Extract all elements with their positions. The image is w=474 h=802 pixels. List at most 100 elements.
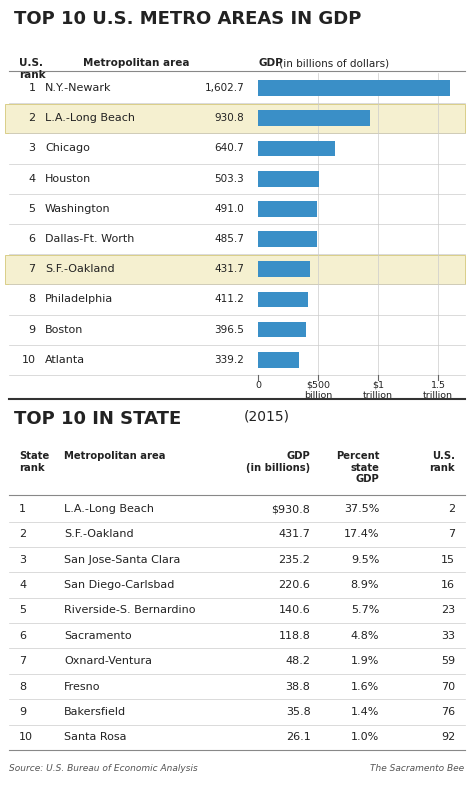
Text: 431.7: 431.7 xyxy=(279,529,310,540)
Text: 35.8: 35.8 xyxy=(286,707,310,717)
Text: TOP 10 IN STATE: TOP 10 IN STATE xyxy=(14,410,182,427)
Text: 70: 70 xyxy=(441,682,455,691)
Text: U.S.
rank: U.S. rank xyxy=(19,59,46,79)
Text: $1
trillion: $1 trillion xyxy=(363,381,393,400)
Text: 17.4%: 17.4% xyxy=(344,529,379,540)
Bar xyxy=(258,140,335,156)
Text: N.Y.-Newark: N.Y.-Newark xyxy=(45,83,111,93)
Text: Sacramento: Sacramento xyxy=(64,631,132,641)
Text: Source: U.S. Bureau of Economic Analysis: Source: U.S. Bureau of Economic Analysis xyxy=(9,764,198,773)
Text: 339.2: 339.2 xyxy=(214,354,244,365)
Text: 2: 2 xyxy=(28,113,36,124)
Text: 930.8: 930.8 xyxy=(214,113,244,124)
Text: Houston: Houston xyxy=(45,174,91,184)
Text: 59: 59 xyxy=(441,656,455,666)
Text: GDP: GDP xyxy=(258,59,283,68)
Text: 5: 5 xyxy=(28,204,36,214)
Bar xyxy=(258,322,306,338)
Text: The Sacramento Bee: The Sacramento Bee xyxy=(370,764,465,773)
Text: 7: 7 xyxy=(19,656,26,666)
Bar xyxy=(258,80,450,96)
Text: Washington: Washington xyxy=(45,204,110,214)
Text: 503.3: 503.3 xyxy=(214,174,244,184)
Text: 1: 1 xyxy=(19,504,26,514)
Text: 10: 10 xyxy=(19,732,33,742)
Text: Boston: Boston xyxy=(45,325,83,334)
Text: 48.2: 48.2 xyxy=(285,656,310,666)
Text: 235.2: 235.2 xyxy=(279,555,310,565)
Text: 16: 16 xyxy=(441,580,455,590)
Text: 7: 7 xyxy=(28,264,36,274)
Text: (2015): (2015) xyxy=(244,410,290,423)
Text: Santa Rosa: Santa Rosa xyxy=(64,732,127,742)
Text: 9.5%: 9.5% xyxy=(351,555,379,565)
Text: 15: 15 xyxy=(441,555,455,565)
Text: 118.8: 118.8 xyxy=(279,631,310,641)
Bar xyxy=(258,292,308,307)
Text: 8: 8 xyxy=(28,294,36,305)
Text: 1.0%: 1.0% xyxy=(351,732,379,742)
Text: TOP 10 U.S. METRO AREAS IN GDP: TOP 10 U.S. METRO AREAS IN GDP xyxy=(14,10,362,28)
Text: $500
billion: $500 billion xyxy=(304,381,332,400)
Text: State
rank: State rank xyxy=(19,451,49,472)
Bar xyxy=(258,201,317,217)
Text: 396.5: 396.5 xyxy=(214,325,244,334)
Text: 431.7: 431.7 xyxy=(214,264,244,274)
Text: 4.8%: 4.8% xyxy=(351,631,379,641)
Text: S.F.-Oakland: S.F.-Oakland xyxy=(64,529,134,540)
Text: 76: 76 xyxy=(441,707,455,717)
Bar xyxy=(5,104,465,132)
Text: 1.9%: 1.9% xyxy=(351,656,379,666)
Text: 8: 8 xyxy=(19,682,26,691)
Text: S.F.-Oakland: S.F.-Oakland xyxy=(45,264,115,274)
Text: Chicago: Chicago xyxy=(45,144,90,153)
Text: Fresno: Fresno xyxy=(64,682,100,691)
Text: L.A.-Long Beach: L.A.-Long Beach xyxy=(64,504,154,514)
Text: 10: 10 xyxy=(21,354,36,365)
Text: 140.6: 140.6 xyxy=(279,606,310,615)
Text: 5.7%: 5.7% xyxy=(351,606,379,615)
Text: 1.6%: 1.6% xyxy=(351,682,379,691)
Text: $930.8: $930.8 xyxy=(272,504,310,514)
Text: 4: 4 xyxy=(19,580,26,590)
Text: Bakersfield: Bakersfield xyxy=(64,707,126,717)
Text: GDP
(in billions): GDP (in billions) xyxy=(246,451,310,472)
Text: 8.9%: 8.9% xyxy=(351,580,379,590)
Text: 1.5
trillion: 1.5 trillion xyxy=(423,381,453,400)
Bar xyxy=(258,261,310,277)
Text: Philadelphia: Philadelphia xyxy=(45,294,113,305)
Text: 26.1: 26.1 xyxy=(286,732,310,742)
Text: San Diego-Carlsbad: San Diego-Carlsbad xyxy=(64,580,174,590)
Text: 220.6: 220.6 xyxy=(279,580,310,590)
Text: 4: 4 xyxy=(28,174,36,184)
Text: 491.0: 491.0 xyxy=(214,204,244,214)
Text: U.S.
rank: U.S. rank xyxy=(429,451,455,472)
Text: 6: 6 xyxy=(28,234,36,244)
Text: 23: 23 xyxy=(441,606,455,615)
Bar xyxy=(258,171,319,187)
Text: 485.7: 485.7 xyxy=(214,234,244,244)
Text: Percent
state
GDP: Percent state GDP xyxy=(336,451,379,484)
Text: 5: 5 xyxy=(19,606,26,615)
Text: 92: 92 xyxy=(441,732,455,742)
Text: 9: 9 xyxy=(28,325,36,334)
Bar xyxy=(5,255,465,284)
Text: Dallas-Ft. Worth: Dallas-Ft. Worth xyxy=(45,234,135,244)
Text: Atlanta: Atlanta xyxy=(45,354,85,365)
Text: 640.7: 640.7 xyxy=(214,144,244,153)
Bar xyxy=(258,111,370,126)
Text: Metropolitan area: Metropolitan area xyxy=(64,451,165,461)
Text: 3: 3 xyxy=(28,144,36,153)
Text: 1,602.7: 1,602.7 xyxy=(204,83,244,93)
Text: 6: 6 xyxy=(19,631,26,641)
Text: 2: 2 xyxy=(448,504,455,514)
Text: (in billions of dollars): (in billions of dollars) xyxy=(276,59,390,68)
Text: 7: 7 xyxy=(448,529,455,540)
Text: 1: 1 xyxy=(28,83,36,93)
Text: 33: 33 xyxy=(441,631,455,641)
Text: Metropolitan area: Metropolitan area xyxy=(83,59,190,68)
Bar xyxy=(258,231,317,247)
Text: 3: 3 xyxy=(19,555,26,565)
Text: 1.4%: 1.4% xyxy=(351,707,379,717)
Bar xyxy=(258,352,299,367)
